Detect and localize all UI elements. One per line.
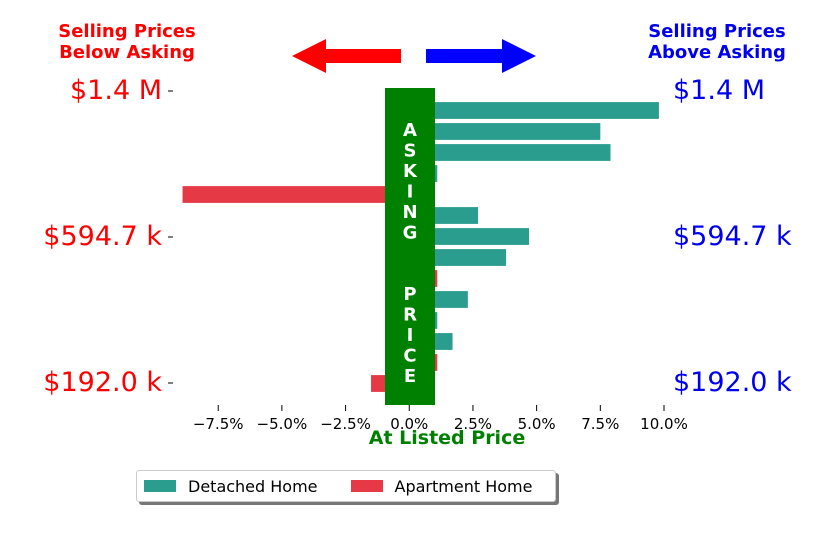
- x-tick-label: −2.5%: [320, 415, 371, 433]
- price-label-top-right: $1.4 M: [673, 75, 765, 106]
- legend-item-apartment: Apartment Home: [344, 476, 533, 496]
- x-axis: −7.5% −5.0% −2.5% 0.0% 2.5% 5.0% 7.5% 10.0%: [193, 405, 688, 433]
- x-axis-title: At Listed Price: [368, 427, 526, 449]
- legend-swatch-detached: [144, 480, 176, 492]
- bar-detached: [409, 144, 611, 161]
- legend-label-apartment: Apartment Home: [394, 476, 533, 496]
- x-tick-label: −7.5%: [193, 415, 244, 433]
- y-ticks: [168, 90, 173, 384]
- bar-detached: [409, 102, 659, 119]
- bar-detached: [409, 228, 529, 245]
- legend-swatch-apartment: [350, 480, 383, 492]
- price-label-mid-left: $594.7 k: [43, 221, 162, 252]
- x-tick-label: 10.0%: [640, 415, 688, 433]
- asking-price-band-rect: [385, 88, 435, 405]
- price-label-bottom-left: $192.0 k: [43, 367, 162, 398]
- x-tick-label: 7.5%: [581, 415, 619, 433]
- above-asking-title: Selling Prices Above Asking: [617, 21, 817, 63]
- below-asking-title-line2: Below Asking: [59, 42, 195, 63]
- below-asking-title: Selling Prices Below Asking: [27, 21, 227, 63]
- legend: Detached Home Apartment Home: [136, 470, 556, 502]
- x-tick-label: −5.0%: [257, 415, 308, 433]
- bar-apartment: [182, 186, 410, 203]
- price-label-top-left: $1.4 M: [70, 75, 162, 106]
- above-asking-title-line1: Selling Prices: [648, 21, 786, 42]
- x-tick-label: 5.0%: [518, 415, 556, 433]
- x-tick-label: 2.5%: [454, 415, 492, 433]
- above-asking-title-line2: Above Asking: [648, 42, 786, 63]
- bar-detached: [409, 123, 601, 140]
- legend-item-detached: Detached Home: [137, 477, 318, 496]
- price-label-mid-right: $594.7 k: [673, 221, 792, 252]
- left-arrow-icon: [292, 39, 401, 73]
- x-tick-label: 0.0%: [390, 415, 428, 433]
- below-asking-title-line1: Selling Prices: [58, 21, 196, 42]
- direction-arrows: [292, 39, 536, 73]
- right-arrow-icon: [426, 39, 536, 73]
- price-label-bottom-right: $192.0 k: [673, 367, 792, 398]
- legend-label-detached: Detached Home: [188, 476, 318, 496]
